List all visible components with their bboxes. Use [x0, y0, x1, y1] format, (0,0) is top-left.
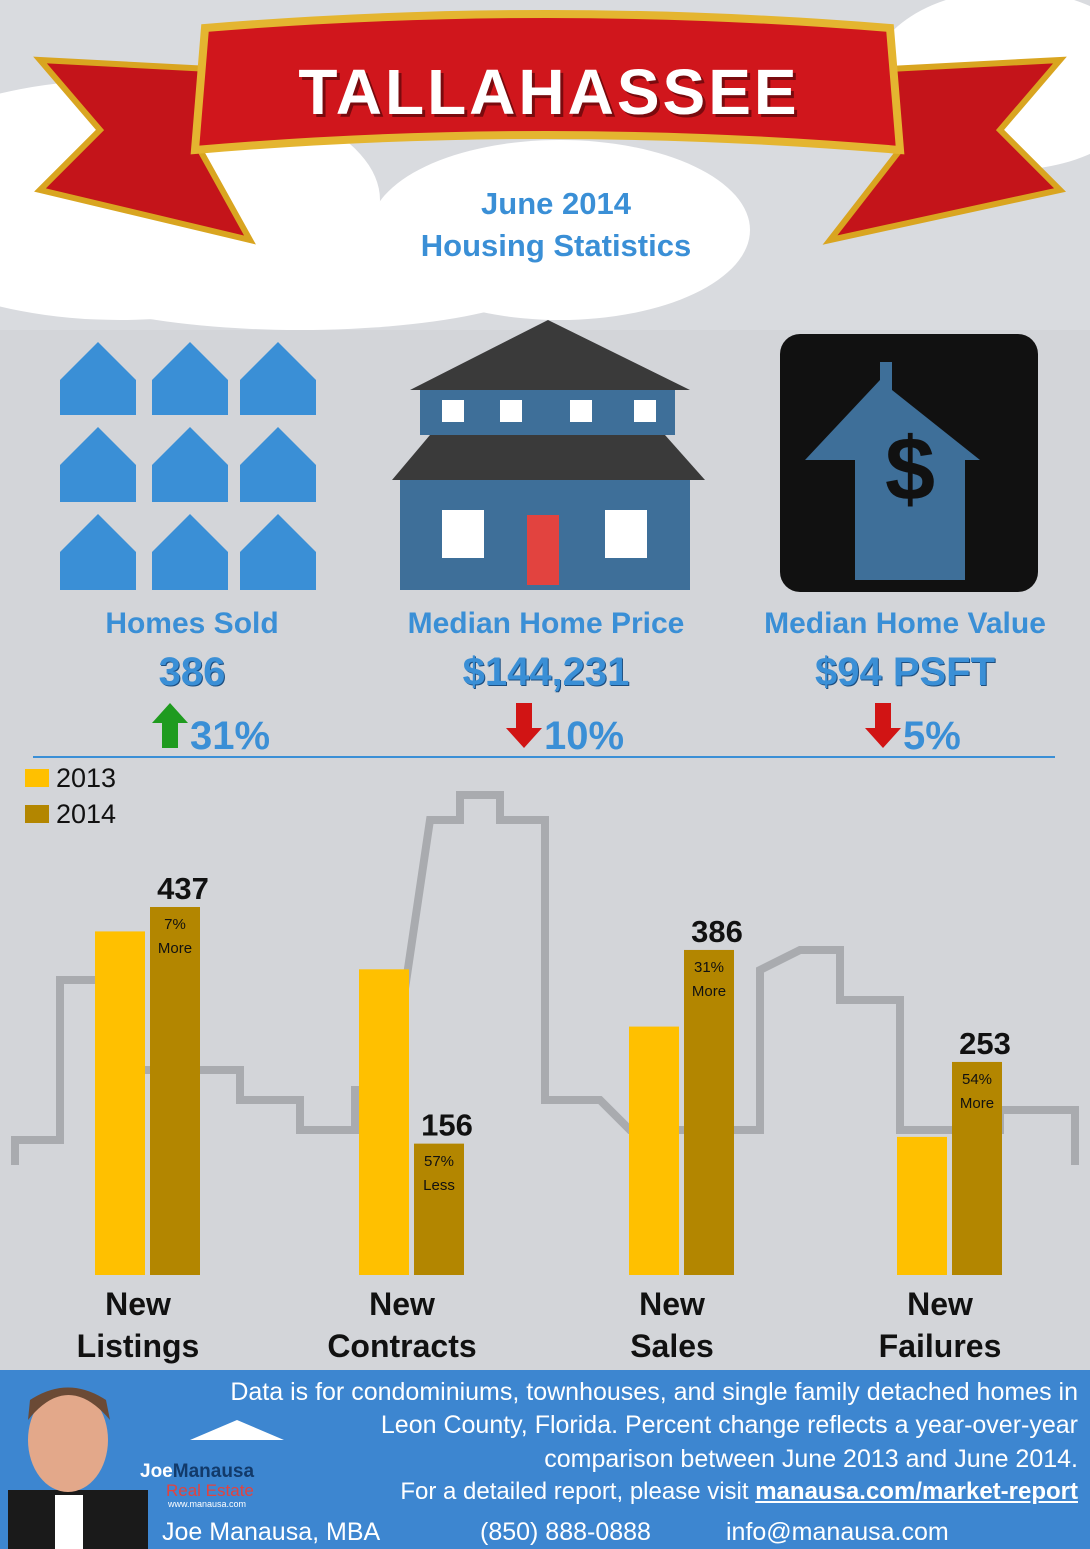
stat-value: $94 PSFT — [814, 650, 996, 694]
value-label: 386 — [691, 914, 743, 949]
stat-change: 31% — [190, 714, 271, 758]
footer-line: Leon County, Florida. Percent change ref… — [380, 1411, 1078, 1439]
footer-line: comparison between June 2013 and June 20… — [544, 1445, 1078, 1473]
logo-text: Manausa — [172, 1461, 255, 1482]
x-tick-label: New Failures — [878, 1286, 1002, 1364]
value-icon: $ — [780, 334, 1038, 592]
stat-label: Median Home Value — [764, 607, 1046, 640]
x-tick-label: New Listings — [76, 1286, 200, 1364]
ribbon — [190, 10, 905, 155]
stat-value: 386 — [158, 650, 226, 694]
value-label: 437 — [157, 871, 209, 906]
stat-label: Homes Sold — [105, 607, 279, 640]
legend-swatch — [25, 769, 49, 787]
svg-text:$: $ — [885, 420, 935, 520]
value-label: 253 — [959, 1026, 1011, 1061]
value-label: 156 — [421, 1108, 473, 1143]
bar — [629, 1026, 679, 1275]
bar — [359, 969, 409, 1275]
contact-phone: (850) 888-0888 — [480, 1518, 651, 1546]
legend-swatch — [25, 805, 49, 823]
footer-band — [0, 1370, 1090, 1549]
portrait — [8, 1387, 148, 1549]
bar-annotation: 54% More — [959, 1070, 995, 1112]
x-tick-label: New Sales — [630, 1286, 714, 1364]
contact-email[interactable]: info@manausa.com — [726, 1518, 949, 1546]
bar-annotation: 31% More — [691, 958, 727, 1000]
change-arrow — [152, 703, 188, 748]
bar — [952, 1061, 1002, 1275]
logo-roof — [190, 1420, 284, 1440]
footer-line: For a detailed report, please visit — [400, 1478, 749, 1505]
stat-value: $144,231 — [462, 650, 630, 694]
stat-label: Median Home Price — [407, 607, 685, 640]
title: TALLAHASSEE — [298, 56, 800, 128]
subtitle: Housing Statistics — [420, 228, 692, 263]
bar — [95, 931, 145, 1275]
subtitle: June 2014 — [481, 186, 631, 221]
logo: JoeManausa — [140, 1461, 254, 1483]
footer-line: For a detailed report, please visit mana… — [400, 1478, 1078, 1506]
cloud — [40, 210, 560, 330]
houses-icon — [60, 342, 316, 590]
change-arrow — [865, 703, 901, 748]
bar — [684, 949, 734, 1275]
bar-annotation: 7% More — [157, 916, 193, 957]
legend-label: 2014 — [56, 799, 116, 829]
bar — [150, 907, 200, 1275]
footer-line: Data is for condominiums, townhouses, an… — [230, 1378, 1078, 1406]
link[interactable]: manausa.com/market-report — [755, 1478, 1078, 1505]
big-house-icon — [392, 320, 705, 590]
bar — [414, 1143, 464, 1275]
stat-change: 5% — [903, 714, 961, 758]
x-tick-label: New Contracts — [327, 1286, 477, 1364]
logo-text: Joe — [140, 1461, 173, 1482]
logo-text: www.manausa.com — [168, 1499, 247, 1509]
stat-change: 10% — [544, 714, 625, 758]
bar-annotation: 57% Less — [423, 1152, 455, 1194]
bar — [897, 1136, 947, 1275]
change-arrow — [506, 703, 542, 748]
legend-label: 2013 — [56, 763, 116, 793]
contact-name: Joe Manausa, MBA — [162, 1518, 381, 1546]
logo-text: Real Estate — [166, 1481, 254, 1500]
